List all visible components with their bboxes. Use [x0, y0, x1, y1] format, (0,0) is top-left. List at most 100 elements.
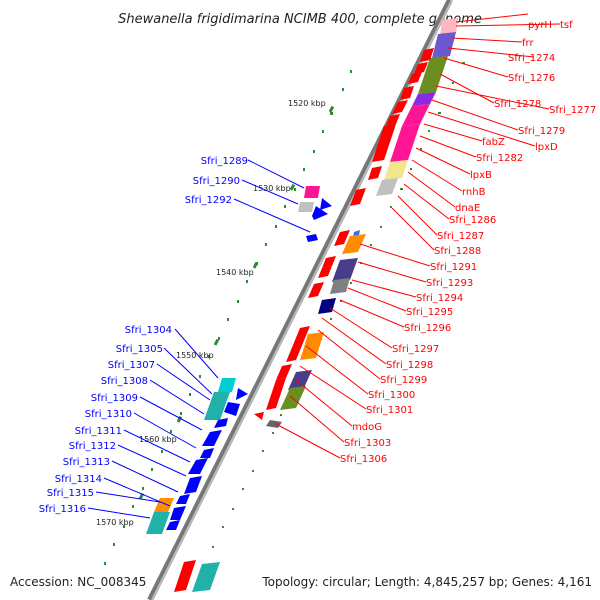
gene-label-lpxD[interactable]: lpxD [535, 142, 558, 153]
feature-sfri-1282[interactable] [332, 258, 358, 282]
gene-label-sfri-1287[interactable]: Sfri_1287 [437, 231, 484, 242]
gene-label-sfri-1316[interactable]: Sfri_1316 [39, 504, 86, 515]
gene-arrow[interactable] [420, 48, 434, 62]
gene-arrow[interactable] [368, 166, 382, 180]
gene-label-sfri-1297[interactable]: Sfri_1297 [392, 344, 439, 355]
feature-frr[interactable] [418, 56, 448, 94]
gene-arrow[interactable] [318, 266, 332, 278]
gene-arrow[interactable] [306, 234, 318, 242]
gene-arrow[interactable] [214, 418, 228, 428]
gene-label-tsf[interactable]: tsf [560, 20, 573, 31]
gene-arrow[interactable] [174, 560, 196, 592]
gene-arrow[interactable] [320, 198, 332, 210]
feature-tsf[interactable] [432, 32, 456, 58]
genome-summary-text: Topology: circular; Length: 4,845,257 bp… [261, 575, 592, 589]
gene-label-sfri-1277[interactable]: Sfri_1277 [549, 105, 596, 116]
gene-label-sfri-1313[interactable]: Sfri_1313 [63, 457, 110, 468]
gene-label-sfri-1308[interactable]: Sfri_1308 [101, 376, 148, 387]
right-labels: pyrH tsf frr Sfri_1274 Sfri_1276 Sfri_12… [340, 20, 596, 465]
gene-label-sfri-1305[interactable]: Sfri_1305 [116, 344, 163, 355]
gene-arrow[interactable] [200, 448, 214, 458]
feature-sfri-1290[interactable] [298, 202, 314, 212]
gene-label-sfri-1298[interactable]: Sfri_1298 [386, 360, 433, 371]
gene-arrow[interactable] [254, 412, 264, 420]
gene-label-sfri-1274[interactable]: Sfri_1274 [508, 53, 555, 64]
feature-sfri-1278[interactable] [390, 124, 420, 162]
gene-label-sfri-1306[interactable]: Sfri_1306 [340, 454, 387, 465]
gene-arrow[interactable] [386, 114, 400, 126]
gene-arrow[interactable] [312, 206, 328, 220]
gene-label-rnhB[interactable]: rnhB [462, 187, 486, 198]
gene-label-sfri-1300[interactable]: Sfri_1300 [368, 390, 415, 401]
gene-label-sfri-1276[interactable]: Sfri_1276 [508, 73, 555, 84]
gene-arrow[interactable] [370, 124, 396, 168]
gene-label-sfri-1290[interactable]: Sfri_1290 [193, 176, 240, 187]
feature-fabZ[interactable] [342, 234, 366, 254]
gene-label-sfri-1309[interactable]: Sfri_1309 [91, 393, 138, 404]
feature-dnaE[interactable] [300, 332, 324, 360]
gene-label-pyrH[interactable]: pyrH [528, 20, 552, 31]
feature-sfri-1279[interactable] [376, 178, 398, 196]
gene-label-sfri-1286[interactable]: Sfri_1286 [449, 215, 496, 226]
scale-label: 1550 kbp [176, 351, 214, 360]
gene-label-sfri-1289[interactable]: Sfri_1289 [201, 156, 248, 167]
gene-label-sfri-1292[interactable]: Sfri_1292 [185, 195, 232, 206]
gene-arrow[interactable] [408, 72, 422, 84]
gene-label-sfri-1295[interactable]: Sfri_1295 [406, 307, 453, 318]
gene-label-sfri-1279[interactable]: Sfri_1279 [518, 126, 565, 137]
gene-label-sfri-1303[interactable]: Sfri_1303 [344, 438, 391, 449]
feature-sfri-1291[interactable] [192, 562, 220, 592]
gene-arrow[interactable] [286, 326, 310, 362]
gene-arrow[interactable] [170, 506, 186, 520]
feature-sfri-1305[interactable] [204, 392, 230, 420]
gene-arrow[interactable] [176, 494, 190, 504]
gene-arrow[interactable] [224, 402, 240, 416]
gene-label-sfri-1296[interactable]: Sfri_1296 [404, 323, 451, 334]
gene-arrow[interactable] [266, 378, 286, 410]
feature-rnhB[interactable] [318, 298, 336, 314]
gene-arrow[interactable] [400, 86, 414, 100]
feature-sfri-1316[interactable] [146, 512, 170, 534]
gene-label-fabZ[interactable]: fabZ [482, 137, 505, 148]
gene-label-sfri-1304[interactable]: Sfri_1304 [125, 325, 172, 336]
gene-arrow[interactable] [184, 476, 202, 494]
gene-label-lpxB[interactable]: lpxB [470, 170, 492, 181]
gene-label-sfri-1315[interactable]: Sfri_1315 [47, 488, 94, 499]
gene-label-mdoG[interactable]: mdoG [352, 422, 382, 433]
gene-arrow[interactable] [276, 364, 292, 380]
feature-sfri-1286[interactable] [288, 370, 312, 390]
feature-sfri-1276[interactable] [402, 104, 430, 126]
gene-label-sfri-1314[interactable]: Sfri_1314 [55, 474, 102, 485]
feature-pyrH[interactable] [440, 18, 458, 36]
gene-arrow[interactable] [392, 100, 408, 114]
gene-label-sfri-1294[interactable]: Sfri_1294 [416, 293, 463, 304]
gene-label-sfri-1299[interactable]: Sfri_1299 [380, 375, 427, 386]
feature-sfri-1304[interactable] [218, 378, 236, 392]
gene-label-sfri-1311[interactable]: Sfri_1311 [75, 426, 122, 437]
feature-sfri-1274[interactable] [412, 92, 436, 106]
gene-arrow[interactable] [350, 188, 366, 206]
gene-label-sfri-1293[interactable]: Sfri_1293 [426, 278, 473, 289]
gene-label-sfri-1312[interactable]: Sfri_1312 [69, 441, 116, 452]
gene-arrow[interactable] [322, 256, 336, 268]
gene-label-sfri-1288[interactable]: Sfri_1288 [434, 246, 481, 257]
gene-arrow[interactable] [202, 430, 222, 446]
feature-lpxB[interactable] [330, 278, 350, 294]
gene-label-sfri-1301[interactable]: Sfri_1301 [366, 405, 413, 416]
feature-sfri-1288[interactable] [266, 420, 282, 428]
gene-arrow[interactable] [308, 282, 324, 298]
gene-arrow[interactable] [188, 458, 208, 474]
gene-label-sfri-1278[interactable]: Sfri_1278 [494, 99, 541, 110]
feature-sfri-1289[interactable] [304, 186, 320, 198]
gene-label-frr[interactable]: frr [522, 38, 534, 49]
gene-label-sfri-1282[interactable]: Sfri_1282 [476, 153, 523, 164]
gene-label-dnaE[interactable]: dnaE [455, 203, 480, 214]
gene-label-sfri-1307[interactable]: Sfri_1307 [108, 360, 155, 371]
gene-arrow[interactable] [236, 388, 248, 400]
gene-arrow[interactable] [414, 62, 428, 74]
feature-sfri-1277[interactable] [384, 160, 408, 180]
gene-label-sfri-1310[interactable]: Sfri_1310 [85, 409, 132, 420]
gene-arrow[interactable] [166, 520, 180, 530]
gene-label-sfri-1291[interactable]: Sfri_1291 [430, 262, 477, 273]
gene-arrow[interactable] [334, 230, 350, 246]
